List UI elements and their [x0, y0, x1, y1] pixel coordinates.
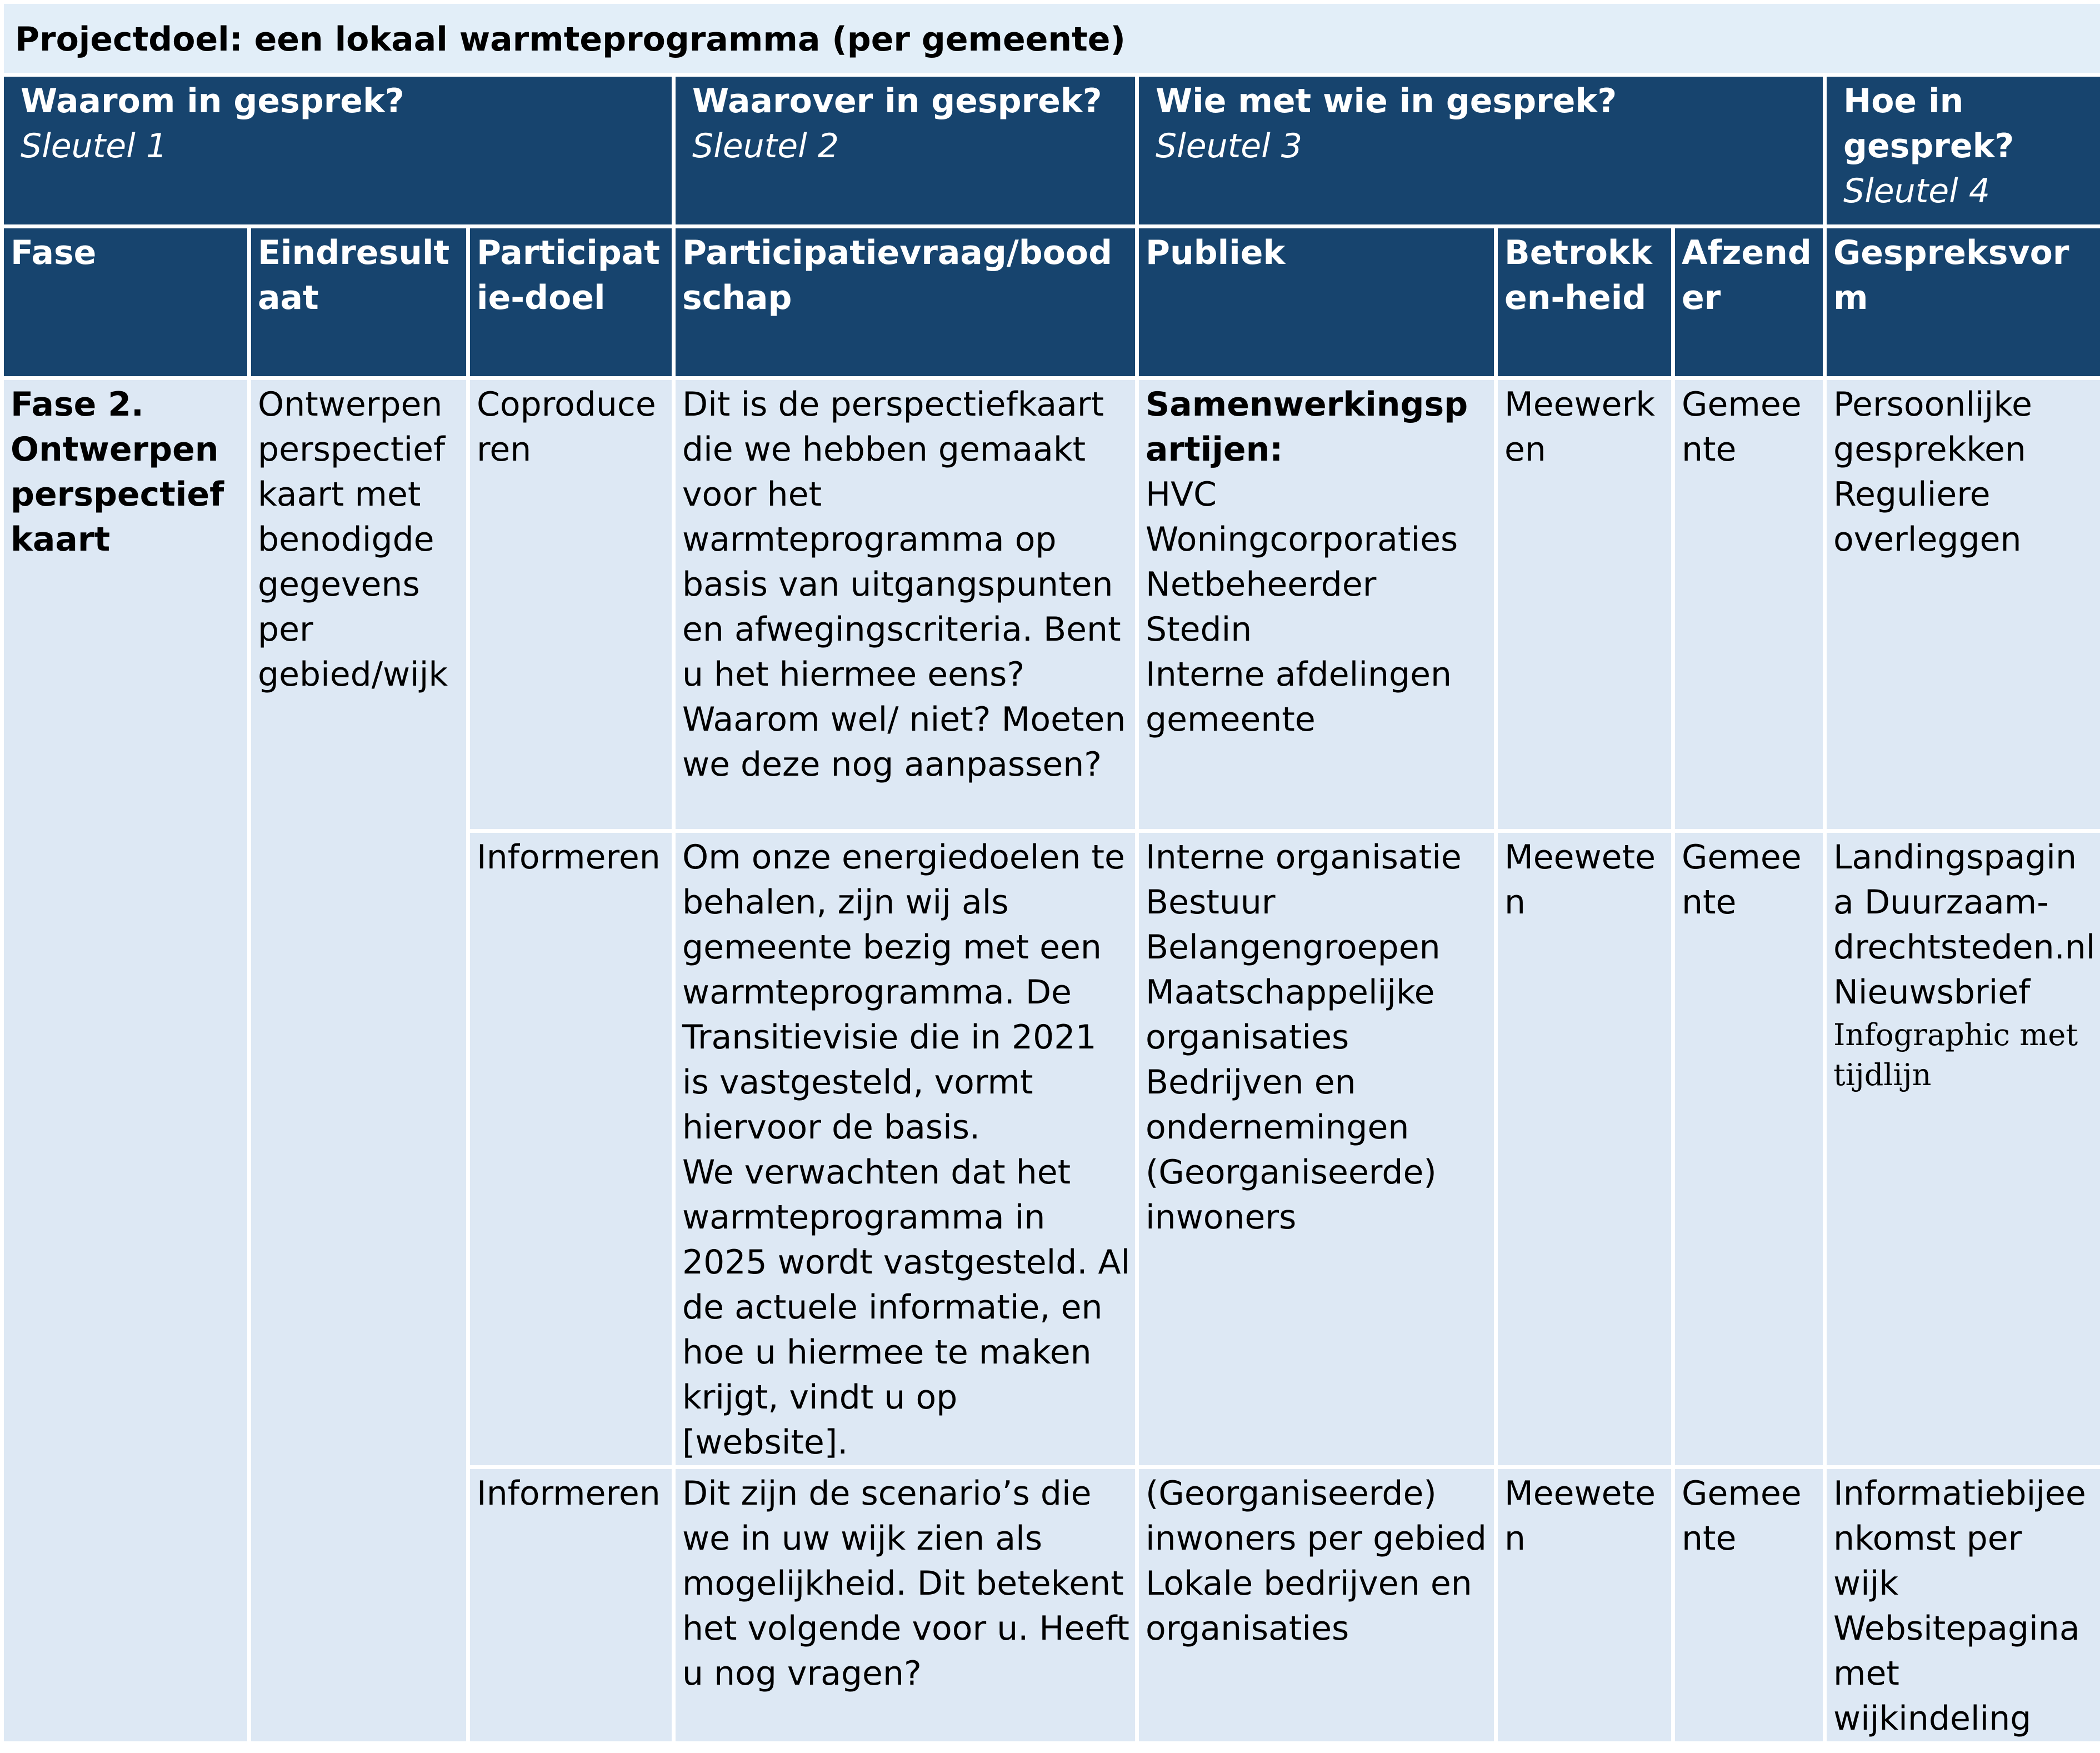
format-line: Infographic met tijdlijn [1833, 1017, 2078, 1092]
goal-cell: Informeren [466, 829, 676, 1469]
column-header: Participatievraag/boodschap [672, 224, 1139, 380]
format-line: Reguliere overleggen [1833, 475, 2022, 559]
column-header: Gespreksvorm [1822, 224, 2100, 380]
sender-cell: Gemeente [1671, 829, 1827, 1469]
group-title: Waarover in gesprek? [692, 82, 1102, 121]
format-cell: Informatiebijeenkomst per wijk Websitepag… [1822, 1465, 2100, 1745]
column-header: Afzender [1671, 224, 1827, 380]
group-title: Hoe in gesprek? [1843, 82, 2014, 166]
goal-cell: Coproduceren [466, 376, 676, 833]
sender-cell: Gemeente [1671, 376, 1827, 833]
body-row: Informeren Dit zijn de scenario’s die we … [2, 1465, 2100, 1745]
phase-cell: Fase 2. Ontwerpen perspectiefkaart [0, 376, 251, 1745]
group-title: Wie met wie in gesprek? [1156, 82, 1617, 121]
group-header: Waarover in gesprek? Sleutel 2 [672, 73, 1139, 228]
goal-cell: Informeren [466, 1465, 676, 1745]
audience-line: Stedin [1146, 610, 1252, 649]
column-header: Betrokken-heid [1494, 224, 1675, 380]
audience-cell: Samenwerkingspartijen: HVC Woningcorporati… [1135, 376, 1498, 833]
question-cell: Dit zijn de scenario’s die we in uw wijk… [672, 1465, 1139, 1745]
group-subtitle: Sleutel 2 [692, 127, 839, 166]
format-cell: Persoonlijke gesprekken Reguliere overleg… [1822, 376, 2100, 833]
audience-line: Bedrijven en ondernemingen [1146, 1063, 1409, 1147]
result-cell: Ontwerpen perspectiefkaart met benodigde… [247, 376, 470, 1745]
audience-line: HVC [1146, 475, 1217, 514]
group-subtitle: Sleutel 4 [1843, 172, 1991, 211]
audience-line: Interne organisatie [1146, 838, 1462, 877]
audience-line: Woningcorporaties [1146, 520, 1458, 559]
format-line: Informatiebijeenkomst per wijk [1833, 1474, 2086, 1603]
audience-line: Samenwerkingspartijen: [1146, 385, 1468, 469]
body-row: Informeren Om onze energiedoelen te behal… [2, 829, 2100, 1469]
column-header: Eindresultaat [247, 224, 470, 380]
group-header: Hoe in gesprek? Sleutel 4 [1822, 73, 2100, 228]
involvement-cell: Meewerken [1494, 376, 1675, 833]
audience-cell: (Georganiseerde) inwoners per gebied Loka… [1135, 1465, 1498, 1745]
question-line: Dit is de perspectiefkaart die we hebben… [682, 385, 1126, 784]
column-header: Fase [0, 224, 251, 380]
table-title: Projectdoel: een lokaal warmteprogramma … [0, 0, 2100, 77]
sender-cell: Gemeente [1671, 1465, 1827, 1745]
question-cell: Dit is de perspectiefkaart die we hebben… [672, 376, 1139, 833]
audience-line: (Georganiseerde) inwoners [1146, 1153, 1437, 1237]
audience-line: Netbeheerder [1146, 565, 1377, 604]
audience-line: (Georganiseerde) inwoners per gebied [1146, 1474, 1487, 1558]
format-line: Websitepagina met wijkindeling [1833, 1609, 2080, 1738]
group-row: Waarom in gesprek? Sleutel 1 Waarover in g… [0, 73, 2100, 228]
audience-line: Maatschappelijke organisaties [1146, 973, 1435, 1057]
column-header: Publiek [1135, 224, 1498, 380]
group-title: Waarom in gesprek? [21, 82, 404, 121]
involvement-cell: Meeweten [1494, 1465, 1675, 1745]
format-cell: Landingspagina Duurzaam-drechtsteden.nl N… [1822, 829, 2100, 1469]
group-header: Waarom in gesprek? Sleutel 1 [0, 73, 676, 228]
audience-cell: Interne organisatie Bestuur Belangengroepe… [1135, 829, 1498, 1469]
title-row: Projectdoel: een lokaal warmteprogramma … [0, 0, 2100, 77]
column-header-row: Fase Eindresultaat Participatie-doel Partic… [0, 224, 2100, 380]
group-header: Wie met wie in gesprek? Sleutel 3 [1135, 73, 1827, 228]
format-line: Landingspagina Duurzaam-drechtsteden.nl [1833, 838, 2096, 967]
format-line: Nieuwsbrief [1833, 973, 2031, 1012]
question-line: Om onze energiedoelen te behalen, zijn w… [682, 838, 1125, 1147]
group-subtitle: Sleutel 3 [1156, 127, 1303, 166]
column-header: Participatie-doel [466, 224, 676, 380]
body-row: Fase 2. Ontwerpen perspectiefkaart Ontwer… [0, 376, 2100, 1745]
involvement-cell: Meeweten [1494, 829, 1675, 1469]
group-subtitle: Sleutel 1 [21, 127, 168, 166]
audience-line: Interne afdelingen gemeente [1146, 655, 1452, 739]
question-line: Dit zijn de scenario’s die we in uw wijk… [682, 1474, 1129, 1693]
audience-line: Bestuur [1146, 883, 1276, 922]
audience-line: Lokale bedrijven en organisaties [1146, 1564, 1472, 1648]
question-line: We verwachten dat het warmteprogramma in… [682, 1153, 1131, 1462]
question-cell: Om onze energiedoelen te behalen, zijn w… [672, 829, 1139, 1469]
audience-line: Belangengroepen [1146, 928, 1441, 967]
format-line: Persoonlijke gesprekken [1833, 385, 2032, 469]
